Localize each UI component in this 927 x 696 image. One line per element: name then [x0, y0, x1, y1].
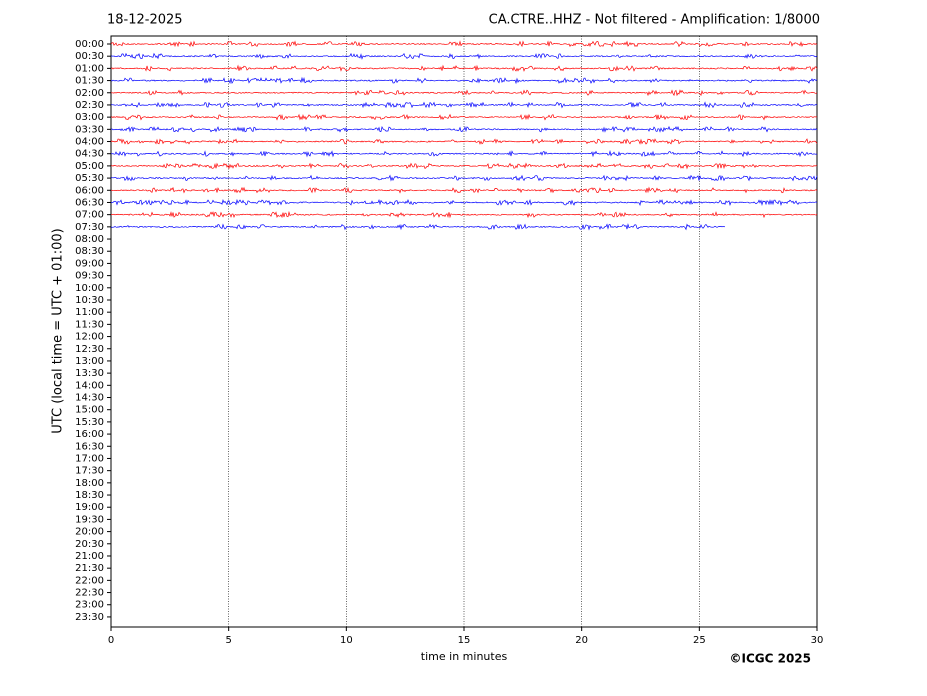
- y-tick-label: 13:30: [75, 368, 104, 379]
- x-tick-label: 15: [458, 635, 471, 646]
- y-tick-label: 15:30: [75, 417, 104, 428]
- y-tick-label: 01:30: [75, 76, 104, 87]
- seismic-trace: [110, 52, 818, 60]
- y-axis-label: UTC (local time = UTC + 01:00): [51, 228, 66, 433]
- y-tick-label: 04:00: [75, 137, 104, 148]
- x-axis-label: time in minutes: [421, 650, 508, 663]
- x-tick-label: 0: [108, 635, 114, 646]
- seismic-trace: [110, 138, 818, 145]
- seismic-trace: [110, 76, 818, 85]
- seismic-trace: [110, 64, 818, 72]
- y-tick-label: 12:30: [75, 344, 104, 355]
- y-tick-label: 17:00: [75, 453, 104, 464]
- y-tick-label: 07:30: [75, 222, 104, 233]
- y-tick-label: 06:30: [75, 197, 104, 208]
- y-tick-label: 15:00: [75, 405, 104, 416]
- x-tick-label: 20: [575, 635, 588, 646]
- y-tick-label: 20:00: [75, 527, 104, 538]
- seismic-trace: [110, 223, 726, 231]
- y-tick-label: 08:30: [75, 246, 104, 257]
- seismic-trace: [110, 198, 818, 206]
- y-tick-label: 23:00: [75, 600, 104, 611]
- y-tick-label: 02:00: [75, 88, 104, 99]
- chart-date: 18-12-2025: [107, 13, 183, 28]
- y-tick-label: 19:00: [75, 502, 104, 513]
- x-tick-label: 10: [340, 635, 353, 646]
- y-tick-label: 03:30: [75, 124, 104, 135]
- seismic-trace: [110, 162, 818, 170]
- y-tick-label: 19:30: [75, 514, 104, 525]
- seismic-trace: [110, 40, 818, 48]
- y-tick-label: 10:30: [75, 295, 104, 306]
- y-tick-label: 06:00: [75, 185, 104, 196]
- seismic-trace: [110, 174, 818, 182]
- x-tick-label: 30: [811, 635, 824, 646]
- y-tick-label: 14:00: [75, 380, 104, 391]
- y-tick-label: 21:00: [75, 551, 104, 562]
- y-tick-label: 14:30: [75, 393, 104, 404]
- y-tick-label: 18:30: [75, 490, 104, 501]
- y-tick-label: 13:00: [75, 356, 104, 367]
- y-tick-label: 18:00: [75, 478, 104, 489]
- seismic-trace: [110, 101, 818, 109]
- seismic-trace: [110, 210, 818, 219]
- y-tick-label: 17:30: [75, 466, 104, 477]
- y-tick-label: 16:00: [75, 429, 104, 440]
- seismic-trace: [111, 89, 818, 97]
- y-tick-label: 20:30: [75, 539, 104, 550]
- y-tick-label: 01:00: [75, 63, 104, 74]
- x-tick-label: 5: [225, 635, 231, 646]
- y-tick-label: 11:00: [75, 307, 104, 318]
- y-tick-label: 12:00: [75, 332, 104, 343]
- y-tick-label: 07:00: [75, 210, 104, 221]
- y-tick-label: 11:30: [75, 319, 104, 330]
- y-tick-label: 02:30: [75, 100, 104, 111]
- y-tick-label: 23:30: [75, 612, 104, 623]
- seismic-trace: [110, 150, 818, 158]
- chart-title: CA.CTRE..HHZ - Not filtered - Amplificat…: [489, 13, 820, 28]
- y-tick-label: 03:00: [75, 112, 104, 123]
- y-tick-label: 22:00: [75, 575, 104, 586]
- y-tick-label: 16:30: [75, 441, 104, 452]
- y-tick-label: 05:00: [75, 161, 104, 172]
- y-tick-label: 04:30: [75, 149, 104, 160]
- x-tick-label: 25: [693, 635, 706, 646]
- y-tick-label: 09:30: [75, 271, 104, 282]
- copyright: ©ICGC 2025: [729, 652, 811, 666]
- y-tick-label: 10:00: [75, 283, 104, 294]
- seismic-trace: [110, 113, 818, 121]
- y-tick-label: 05:30: [75, 173, 104, 184]
- y-tick-label: 00:00: [75, 39, 104, 50]
- seismic-trace: [110, 125, 818, 133]
- y-tick-label: 08:00: [75, 234, 104, 245]
- y-tick-label: 21:30: [75, 563, 104, 574]
- y-tick-label: 09:00: [75, 258, 104, 269]
- y-tick-label: 00:30: [75, 51, 104, 62]
- y-tick-label: 22:30: [75, 588, 104, 599]
- seismic-trace: [110, 186, 818, 194]
